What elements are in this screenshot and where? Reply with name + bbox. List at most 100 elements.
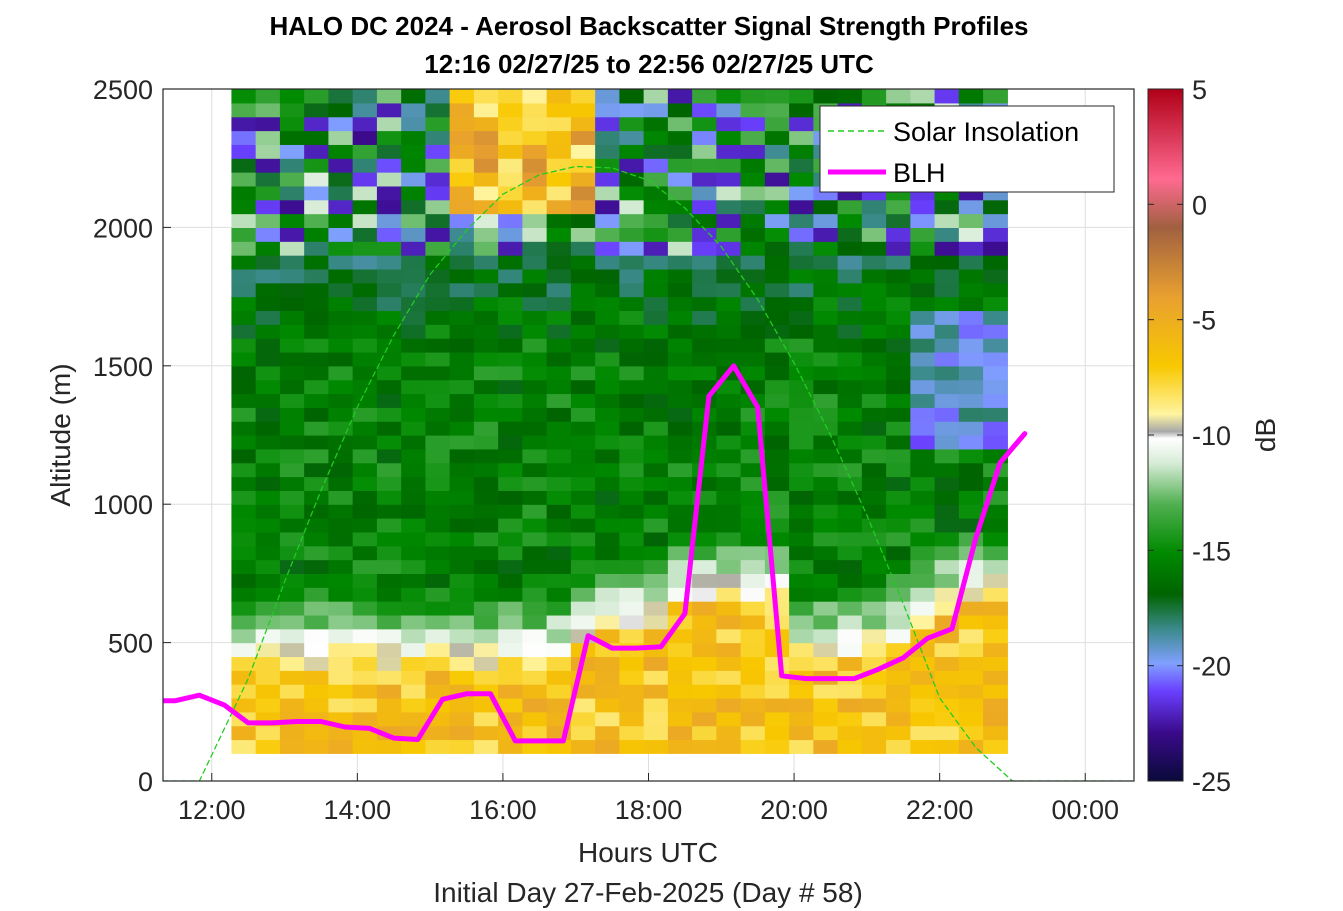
heatmap-cell: [740, 158, 766, 173]
heatmap-cell: [764, 518, 790, 533]
heatmap-cell: [837, 462, 863, 478]
heatmap-cell: [401, 559, 427, 574]
heatmap-cell: [910, 213, 936, 228]
heatmap-cell: [716, 407, 742, 422]
heatmap-cell: [958, 684, 984, 699]
heatmap-cell: [983, 241, 1008, 256]
heatmap-cell: [570, 559, 596, 574]
heatmap-cell: [304, 379, 330, 395]
heatmap-cell: [352, 338, 378, 353]
heatmap-cell: [861, 407, 887, 422]
heatmap-cell: [595, 213, 620, 228]
heatmap-cell: [716, 448, 742, 464]
heatmap-cell: [522, 518, 548, 533]
heatmap-cell: [861, 587, 887, 602]
heatmap-cell: [498, 462, 523, 478]
heatmap-cell: [498, 144, 523, 159]
heatmap-cell: [934, 296, 960, 312]
heatmap-cell: [619, 448, 645, 464]
heatmap-cell: [643, 628, 669, 644]
heatmap-cell: [425, 739, 451, 754]
heatmap-cell: [740, 725, 766, 741]
heatmap-cell: [352, 531, 378, 547]
heatmap-cell: [401, 697, 427, 713]
heatmap-cell: [498, 185, 523, 201]
blh-line: [163, 363, 1028, 744]
heatmap-cell: [619, 89, 645, 104]
heatmap-cell: [352, 130, 378, 145]
heatmap-cell: [958, 697, 984, 713]
heatmap-cell: [667, 545, 693, 561]
heatmap-cell: [789, 268, 814, 284]
heatmap-cell: [231, 351, 257, 367]
heatmap-cell: [837, 407, 863, 422]
heatmap-cell: [910, 199, 936, 215]
heatmap-cell: [255, 158, 281, 173]
heatmap-cell: [813, 490, 839, 505]
heatmap-cell: [570, 476, 596, 491]
heatmap-cell: [837, 268, 863, 284]
heatmap-cell: [352, 116, 378, 132]
heatmap-cell: [304, 684, 330, 699]
heatmap-cell: [376, 421, 402, 436]
heatmap-cell: [667, 518, 693, 533]
heatmap-cell: [983, 421, 1008, 436]
heatmap-cell: [910, 614, 936, 630]
heatmap-cell: [570, 614, 596, 630]
heatmap-cell: [328, 559, 354, 574]
heatmap-cell: [861, 213, 887, 228]
heatmap-cell: [522, 670, 548, 685]
heatmap-cell: [449, 421, 475, 436]
heatmap-cell: [473, 227, 499, 242]
heatmap-cell: [958, 739, 984, 754]
heatmap-cell: [304, 531, 330, 547]
heatmap-cell: [837, 213, 863, 228]
heatmap-cell: [546, 158, 572, 173]
heatmap-cell: [910, 697, 936, 713]
y-tick-label: 2000: [93, 213, 153, 243]
heatmap-cell: [255, 213, 281, 228]
heatmap-cell: [425, 573, 451, 588]
heatmap-cell: [595, 296, 620, 312]
heatmap-cell: [910, 227, 936, 242]
heatmap-cell: [764, 697, 790, 713]
heatmap-cell: [764, 435, 790, 450]
heatmap-cell: [837, 241, 863, 256]
heatmap-cell: [983, 407, 1008, 422]
heatmap-cell: [231, 379, 257, 395]
heatmap-cell: [376, 642, 402, 658]
heatmap-cell: [352, 310, 378, 325]
heatmap-cell: [764, 296, 790, 312]
heatmap-cell: [352, 407, 378, 422]
heatmap-cell: [231, 227, 257, 242]
heatmap-cell: [910, 89, 936, 104]
heatmap-cell: [498, 421, 523, 436]
heatmap-cell: [934, 697, 960, 713]
heatmap-cell: [376, 144, 402, 159]
heatmap-cell: [473, 531, 499, 547]
heatmap-cell: [328, 241, 354, 256]
heatmap-cell: [861, 739, 887, 754]
y-tick-label: 1000: [93, 490, 153, 520]
heatmap-cell: [619, 158, 645, 173]
heatmap-cell: [231, 282, 257, 298]
heatmap-cell: [740, 518, 766, 533]
legend-box: [819, 105, 1115, 193]
heatmap-cell: [231, 144, 257, 159]
heatmap-cell: [255, 116, 281, 132]
heatmap-cell: [692, 587, 717, 602]
heatmap-cell: [813, 241, 839, 256]
heatmap-cell: [401, 255, 427, 270]
heatmap-cell: [376, 172, 402, 187]
heatmap-cell: [667, 172, 693, 187]
heatmap-cell: [910, 739, 936, 754]
heatmap-cell: [619, 407, 645, 422]
heatmap-cell: [813, 573, 839, 588]
heatmap-cell: [449, 601, 475, 616]
heatmap-cell: [304, 213, 330, 228]
heatmap-cell: [983, 697, 1008, 713]
heatmap-cell: [328, 172, 354, 187]
heatmap-cell: [789, 310, 814, 325]
heatmap-cell: [449, 587, 475, 602]
heatmap-cell: [740, 130, 766, 145]
